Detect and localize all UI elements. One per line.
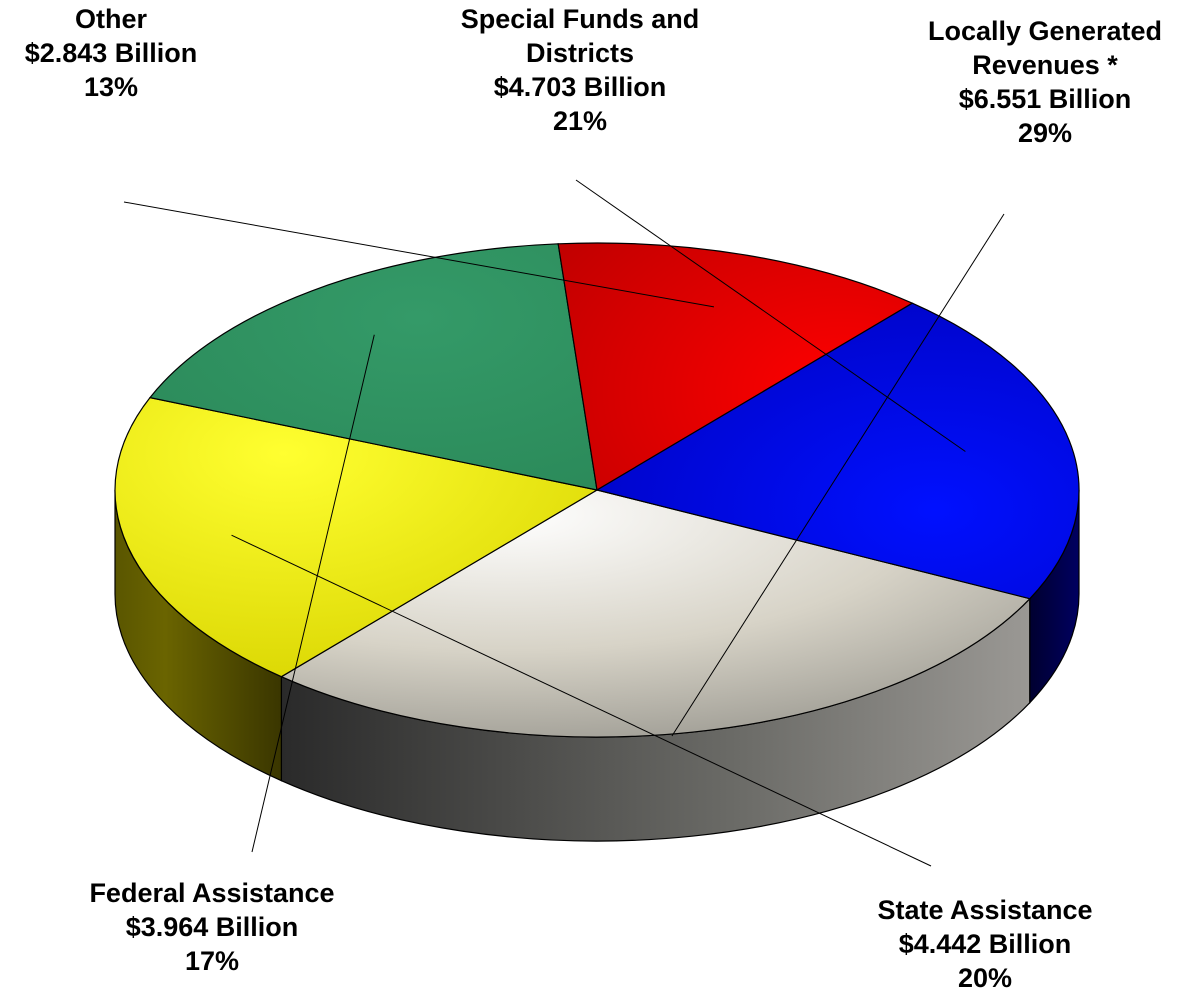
label-special-name-2: Districts xyxy=(525,38,635,68)
label-state: State Assistance $4.442 Billion 20% xyxy=(845,893,1125,995)
leader-line-federal xyxy=(251,334,375,853)
label-special-amount: $4.703 Billion xyxy=(493,72,667,102)
label-local-name-1: Locally Generated xyxy=(927,16,1163,46)
label-special-name-1: Special Funds and xyxy=(460,4,700,34)
label-federal-amount: $3.964 Billion xyxy=(125,912,299,942)
label-other-percent: 13% xyxy=(83,72,139,102)
pie-slice-state xyxy=(114,396,599,678)
pie-slice-special xyxy=(595,302,1080,600)
label-state-amount: $4.442 Billion xyxy=(898,929,1072,959)
leader-line-local xyxy=(671,213,1005,737)
label-federal-percent: 17% xyxy=(184,946,240,976)
label-other-amount: $2.843 Billion xyxy=(24,38,198,68)
label-local-amount: $6.551 Billion xyxy=(958,84,1132,114)
leader-line-special xyxy=(575,179,966,452)
label-federal-name-1: Federal Assistance xyxy=(89,878,335,908)
pie-slice-federal xyxy=(148,243,598,491)
label-state-percent: 20% xyxy=(957,963,1013,993)
label-federal: Federal Assistance $3.964 Billion 17% xyxy=(62,876,362,978)
label-other: Other $2.843 Billion 13% xyxy=(0,2,222,104)
pie-slice-other xyxy=(557,242,914,491)
label-local-percent: 29% xyxy=(1017,118,1073,148)
leader-line-other xyxy=(123,201,715,308)
label-special-percent: 21% xyxy=(552,106,608,136)
label-local-name-2: Revenues * xyxy=(972,50,1118,80)
label-state-name-1: State Assistance xyxy=(877,895,1093,925)
leader-line-state xyxy=(231,534,932,867)
label-local: Locally Generated Revenues * $6.551 Bill… xyxy=(905,14,1185,150)
label-other-name-1: Other xyxy=(74,4,147,34)
label-special: Special Funds and Districts $4.703 Billi… xyxy=(420,2,740,138)
